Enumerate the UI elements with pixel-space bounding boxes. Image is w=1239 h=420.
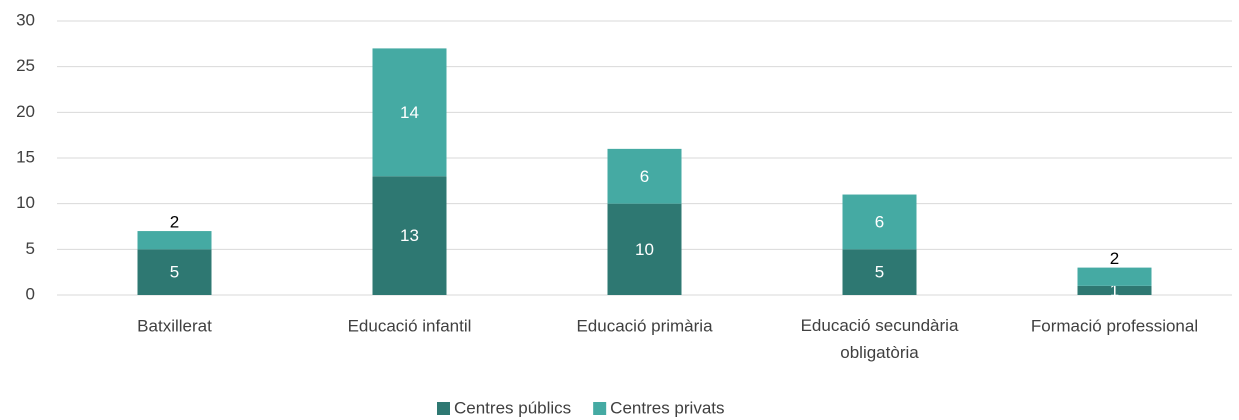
y-tick-label: 25 bbox=[16, 56, 35, 75]
legend-label: Centres públics bbox=[454, 398, 571, 417]
legend-swatch bbox=[593, 402, 607, 415]
x-tick-label: Educació secundària obligatòria bbox=[801, 316, 959, 362]
y-tick-label: 10 bbox=[16, 193, 35, 212]
legend-swatch bbox=[437, 402, 450, 415]
bar-segment bbox=[607, 203, 682, 295]
data-label: 1 bbox=[1110, 281, 1119, 300]
data-label: 5 bbox=[170, 263, 179, 282]
bar-segment bbox=[842, 194, 917, 250]
y-tick-label: 20 bbox=[16, 102, 35, 121]
legend-label: Centres privats bbox=[610, 398, 724, 417]
bar-segment bbox=[137, 249, 212, 295]
bar-segment bbox=[607, 148, 682, 204]
y-tick-label: 0 bbox=[26, 284, 35, 303]
bar-segment bbox=[137, 231, 212, 250]
y-tick-label: 5 bbox=[26, 239, 35, 258]
data-label: 5 bbox=[875, 263, 884, 282]
y-tick-label: 15 bbox=[16, 147, 35, 166]
data-label: 13 bbox=[400, 226, 419, 245]
bar-segment bbox=[1077, 285, 1152, 295]
bar-segment bbox=[372, 48, 447, 177]
data-label: 6 bbox=[640, 167, 649, 186]
data-label: 14 bbox=[400, 103, 419, 122]
bar-segment bbox=[372, 176, 447, 295]
data-label: 6 bbox=[875, 212, 884, 231]
y-tick-label: 30 bbox=[16, 10, 35, 29]
data-label: 10 bbox=[635, 240, 654, 259]
x-tick-label: Batxillerat bbox=[137, 316, 212, 335]
bar-segment bbox=[842, 249, 917, 295]
data-label: 2 bbox=[170, 213, 179, 232]
x-tick-label: Formació professional bbox=[1031, 316, 1198, 335]
bar-segment bbox=[1077, 267, 1152, 286]
data-label: 2 bbox=[1110, 249, 1119, 268]
x-tick-label: Educació primària bbox=[576, 316, 713, 335]
x-tick-label: Educació infantil bbox=[348, 316, 472, 335]
